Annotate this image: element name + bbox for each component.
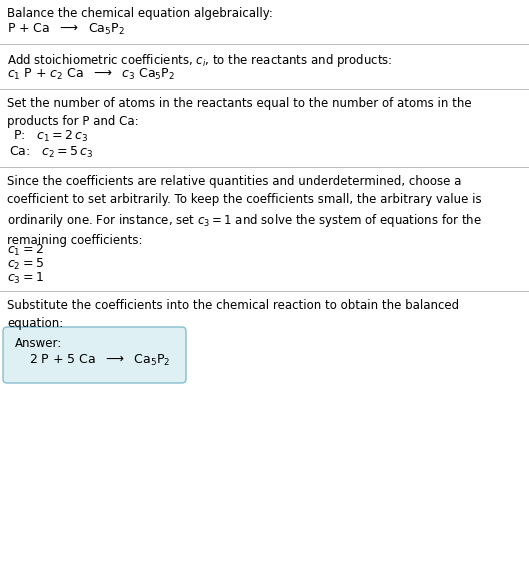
Text: Answer:: Answer: — [15, 337, 62, 350]
Text: P + Ca  $\longrightarrow$  Ca$_5$P$_2$: P + Ca $\longrightarrow$ Ca$_5$P$_2$ — [7, 22, 125, 37]
Text: $c_1 = 2$: $c_1 = 2$ — [7, 243, 44, 258]
Text: $c_1$ P + $c_2$ Ca  $\longrightarrow$  $c_3$ Ca$_5$P$_2$: $c_1$ P + $c_2$ Ca $\longrightarrow$ $c_… — [7, 67, 175, 82]
Text: Balance the chemical equation algebraically:: Balance the chemical equation algebraica… — [7, 7, 273, 20]
Text: 2 P + 5 Ca  $\longrightarrow$  Ca$_5$P$_2$: 2 P + 5 Ca $\longrightarrow$ Ca$_5$P$_2$ — [29, 353, 170, 368]
Text: Set the number of atoms in the reactants equal to the number of atoms in the
pro: Set the number of atoms in the reactants… — [7, 97, 472, 128]
Text: Ca:   $c_2 = 5\,c_3$: Ca: $c_2 = 5\,c_3$ — [9, 145, 94, 160]
Text: $c_2 = 5$: $c_2 = 5$ — [7, 257, 44, 272]
Text: $c_3 = 1$: $c_3 = 1$ — [7, 271, 44, 286]
Text: Substitute the coefficients into the chemical reaction to obtain the balanced
eq: Substitute the coefficients into the che… — [7, 299, 459, 330]
Text: Since the coefficients are relative quantities and underdetermined, choose a
coe: Since the coefficients are relative quan… — [7, 175, 482, 247]
FancyBboxPatch shape — [3, 327, 186, 383]
Text: Add stoichiometric coefficients, $c_i$, to the reactants and products:: Add stoichiometric coefficients, $c_i$, … — [7, 52, 393, 69]
Text: P:   $c_1 = 2\,c_3$: P: $c_1 = 2\,c_3$ — [13, 129, 88, 144]
